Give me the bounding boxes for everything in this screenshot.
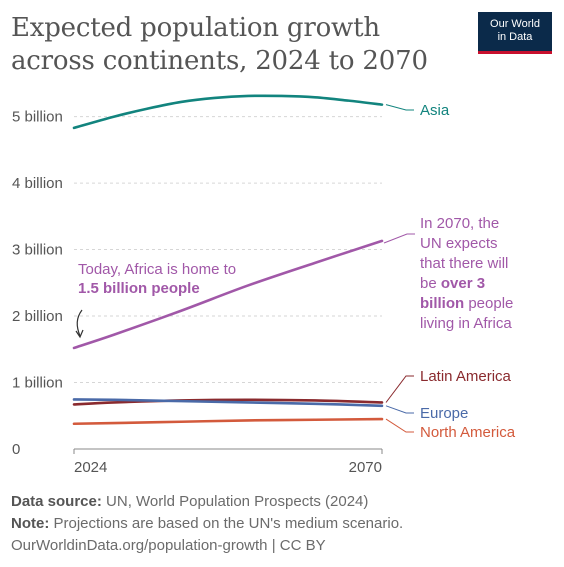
label-leader-north-america [385, 418, 414, 433]
series-line-latin-america [72, 398, 384, 406]
annotation-africa-2070-line4: be over 3 [420, 275, 485, 292]
y-tick-label: 2 billion [12, 308, 63, 325]
annotation-africa-2070-line3: that there will [420, 255, 508, 272]
annotation-africa-2070-line6: living in Africa [420, 315, 512, 332]
chart-footer: Data source: UN, World Population Prospe… [11, 491, 556, 557]
logo-line-1: Our World [490, 18, 540, 30]
annotation-arrow [76, 309, 83, 337]
logo-line-2: in Data [497, 31, 533, 43]
credit-link[interactable]: OurWorldinData.org/population-growth | C… [11, 537, 326, 554]
y-tick-label: 4 billion [12, 175, 63, 192]
y-tick-label: 3 billion [12, 242, 63, 259]
series-lines [72, 94, 384, 426]
annotation-africa-2070-line2: UN expects [420, 235, 498, 252]
owid-logo[interactable]: Our World in Data [478, 12, 552, 54]
series-label-asia: Asia [420, 102, 450, 119]
y-tick-label: 0 [12, 441, 20, 458]
grid-lines [74, 116, 382, 450]
series-label-latin-america: Latin America [420, 368, 512, 385]
label-leader-latin-america [385, 375, 414, 403]
data-source: Data source: UN, World Population Prospe… [11, 493, 369, 510]
series-line-north-america [72, 417, 384, 426]
x-tick-label: 2024 [74, 459, 107, 476]
annotation-africa-2070-line5: billion people [420, 295, 513, 312]
annotation-africa-2070-line1: In 2070, the [420, 215, 499, 232]
y-tick-label: 5 billion [12, 109, 63, 126]
annotation-africa-today-line2: 1.5 billion people [78, 280, 200, 297]
label-leader-asia [385, 104, 414, 111]
series-line-europe [72, 398, 384, 408]
y-tick-label: 1 billion [12, 375, 63, 392]
series-label-europe: Europe [420, 405, 468, 422]
series-line-asia [72, 94, 384, 130]
annotation-africa-2070-leader [383, 233, 415, 244]
label-leader-europe [385, 405, 414, 414]
chart-title: Expected population growth across contin… [11, 13, 428, 76]
series-labels: Asia Latin America Europe North America [385, 102, 516, 441]
y-axis-ticks: 0 1 billion 2 billion 3 billion 4 billion 5 b… [12, 109, 63, 458]
x-tick-label: 2070 [349, 459, 382, 476]
series-line-africa [72, 239, 384, 350]
series-label-north-america: North America [420, 424, 516, 441]
chart-note: Note: Projections are based on the UN's … [11, 515, 404, 532]
x-axis: 2024 2070 [73, 449, 383, 476]
annotation-arrowhead [75, 329, 84, 339]
annotation-africa-today-line1: Today, Africa is home to [78, 261, 236, 278]
